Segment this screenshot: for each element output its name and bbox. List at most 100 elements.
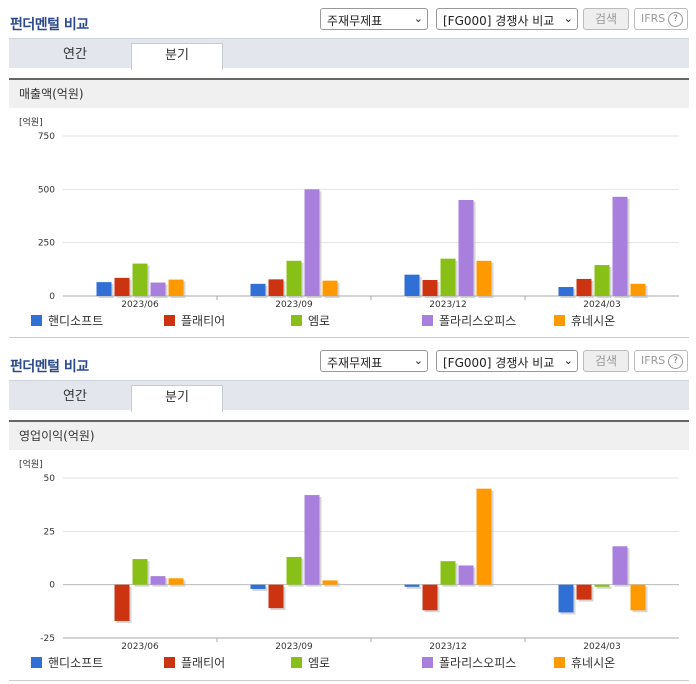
peer-group-select[interactable]: [FG000] 경쟁사 비교 ⌄ bbox=[436, 350, 578, 372]
legend-item: 핸디소프트 bbox=[31, 312, 103, 329]
bar-엠로 bbox=[594, 265, 610, 296]
bar-폴라리스오피스 bbox=[150, 282, 166, 296]
bar-플래티어 bbox=[422, 584, 438, 611]
x-tick-label: 2023/12 bbox=[429, 642, 466, 652]
legend-item: 휴네시온 bbox=[554, 654, 615, 671]
bar-플래티어 bbox=[114, 584, 130, 621]
peer-group-select[interactable]: [FG000] 경쟁사 비교 ⌄ bbox=[436, 8, 578, 30]
help-icon: ? bbox=[668, 12, 683, 27]
x-tick-label: 2024/03 bbox=[583, 300, 620, 310]
period-tabs: 연간 분기 bbox=[9, 380, 689, 412]
legend-label: 플래티어 bbox=[181, 314, 226, 328]
legend-item: 폴라리스오피스 bbox=[422, 312, 516, 329]
bar-휴네시온 bbox=[322, 280, 338, 296]
unit-label: [억원] bbox=[19, 458, 43, 470]
bar-휴네시온 bbox=[168, 279, 184, 296]
legend-swatch bbox=[422, 315, 433, 326]
ifrs-help-button[interactable]: IFRS ? bbox=[634, 350, 688, 372]
bar-엠로 bbox=[440, 258, 456, 296]
x-tick-label: 2024/03 bbox=[583, 642, 620, 652]
chevron-down-icon: ⌄ bbox=[413, 12, 423, 25]
bar-플래티어 bbox=[576, 584, 592, 600]
legend-swatch bbox=[422, 657, 433, 668]
bar-휴네시온 bbox=[476, 260, 492, 296]
search-button[interactable]: 검색 bbox=[583, 350, 629, 372]
y-tick-label: 500 bbox=[38, 185, 55, 195]
revenue-bar-chart: [억원] 0 250 500 750 2023/06 2023/09 2023/12 2024/… bbox=[19, 116, 679, 310]
bar-핸디소프트 bbox=[404, 274, 420, 296]
bar-핸디소프트 bbox=[250, 283, 266, 296]
bar-폴라리스오피스 bbox=[612, 196, 628, 296]
x-tick-label: 2023/06 bbox=[121, 300, 159, 310]
x-tick-label: 2023/09 bbox=[275, 300, 313, 310]
bar-shadow bbox=[596, 586, 612, 589]
bar-엠로 bbox=[594, 584, 610, 587]
legend-label: 휴네시온 bbox=[571, 656, 616, 670]
tab-annual[interactable]: 연간 bbox=[63, 47, 87, 62]
bar-엠로 bbox=[440, 561, 456, 585]
tab-quarterly[interactable]: 분기 bbox=[131, 43, 223, 70]
legend-label: 폴라리스오피스 bbox=[439, 314, 517, 328]
legend-item: 엠로 bbox=[291, 312, 330, 329]
bar-폴라리스오피스 bbox=[304, 495, 320, 585]
legend-label: 플래티어 bbox=[181, 656, 226, 670]
tab-quarterly[interactable]: 분기 bbox=[131, 385, 223, 412]
section-divider bbox=[9, 337, 689, 338]
bar-엠로 bbox=[132, 559, 148, 585]
tab-annual[interactable]: 연간 bbox=[63, 389, 87, 404]
y-tick-label: 50 bbox=[44, 474, 56, 484]
statement-type-value: 주재무제표 bbox=[327, 14, 383, 28]
legend-swatch bbox=[164, 315, 175, 326]
bar-휴네시온 bbox=[168, 578, 184, 585]
bar-shadow bbox=[406, 586, 422, 589]
legend-swatch bbox=[291, 315, 302, 326]
search-button[interactable]: 검색 bbox=[583, 8, 629, 30]
legend-item: 휴네시온 bbox=[554, 312, 615, 329]
legend-item: 폴라리스오피스 bbox=[422, 654, 516, 671]
bar-휴네시온 bbox=[630, 584, 646, 611]
metric-title: 매출액(억원) bbox=[9, 78, 689, 108]
bar-폴라리스오피스 bbox=[458, 565, 474, 585]
bar-핸디소프트 bbox=[250, 584, 266, 589]
legend-swatch bbox=[554, 315, 565, 326]
statement-type-select[interactable]: 주재무제표 ⌄ bbox=[320, 8, 428, 30]
bar-휴네시온 bbox=[630, 283, 646, 296]
operating-profit-bar-chart: [억원] -25 0 25 50 2023/06 2023/09 2023/12 2024/03 bbox=[19, 458, 679, 652]
chevron-down-icon: ⌄ bbox=[563, 12, 573, 25]
bar-폴라리스오피스 bbox=[458, 200, 474, 296]
y-tick-label: 0 bbox=[49, 581, 55, 591]
ifrs-help-button[interactable]: IFRS ? bbox=[634, 8, 688, 30]
legend-label: 휴네시온 bbox=[571, 314, 616, 328]
bar-엠로 bbox=[286, 260, 302, 296]
chevron-down-icon: ⌄ bbox=[563, 354, 573, 367]
legend-label: 핸디소프트 bbox=[48, 314, 104, 328]
statement-type-value: 주재무제표 bbox=[327, 356, 383, 370]
bar-휴네시온 bbox=[476, 488, 492, 585]
bar-플래티어 bbox=[268, 279, 284, 296]
fundamental-section-revenue: 펀더멘털 비교 주재무제표 ⌄ [FG000] 경쟁사 비교 ⌄ 검색 IFRS… bbox=[0, 0, 696, 340]
legend-label: 핸디소프트 bbox=[48, 656, 104, 670]
ifrs-label: IFRS bbox=[641, 354, 666, 367]
bar-폴라리스오피스 bbox=[150, 576, 166, 585]
legend-swatch bbox=[554, 657, 565, 668]
legend-item: 핸디소프트 bbox=[31, 654, 103, 671]
legend-swatch bbox=[31, 657, 42, 668]
bar-플래티어 bbox=[268, 584, 284, 609]
chart-legend: 핸디소프트 플래티어 엠로 폴라리스오피스 휴네시온 bbox=[9, 654, 689, 674]
statement-type-select[interactable]: 주재무제표 ⌄ bbox=[320, 350, 428, 372]
bar-엠로 bbox=[132, 263, 148, 296]
peer-group-value: [FG000] 경쟁사 비교 bbox=[443, 356, 555, 370]
chevron-down-icon: ⌄ bbox=[413, 354, 423, 367]
metric-title: 영업이익(억원) bbox=[9, 420, 689, 450]
y-tick-label: 250 bbox=[38, 239, 55, 249]
peer-group-value: [FG000] 경쟁사 비교 bbox=[443, 14, 555, 28]
legend-swatch bbox=[291, 657, 302, 668]
x-tick-label: 2023/12 bbox=[429, 300, 466, 310]
bar-휴네시온 bbox=[322, 580, 338, 585]
bar-폴라리스오피스 bbox=[612, 546, 628, 585]
section-header: 펀더멘털 비교 주재무제표 ⌄ [FG000] 경쟁사 비교 ⌄ 검색 IFRS… bbox=[0, 342, 696, 380]
chart-legend: 핸디소프트 플래티어 엠로 폴라리스오피스 휴네시온 bbox=[9, 312, 689, 332]
bar-플래티어 bbox=[422, 280, 438, 296]
section-header: 펀더멘털 비교 주재무제표 ⌄ [FG000] 경쟁사 비교 ⌄ 검색 IFRS… bbox=[0, 0, 696, 38]
y-tick-label: 750 bbox=[38, 132, 55, 142]
